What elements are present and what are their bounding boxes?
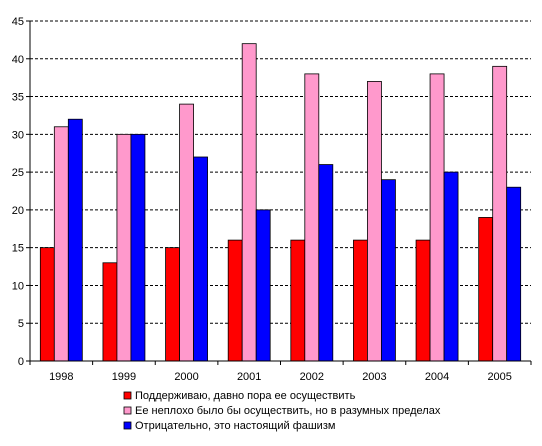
y-tick-label: 0 (18, 356, 24, 368)
legend-swatch (123, 421, 132, 430)
bar (241, 43, 257, 362)
legend-entry: Отрицательно, это настоящий фашизм (135, 420, 335, 432)
y-tick-label: 10 (12, 280, 24, 292)
legend-entry: Ее неплохо было бы осуществить, но в раз… (135, 405, 441, 417)
bar (53, 126, 69, 362)
x-tick-label: 2002 (300, 371, 324, 383)
x-tick-label: 2005 (487, 371, 511, 383)
bar (415, 239, 431, 362)
bar (429, 73, 445, 362)
bar (255, 209, 271, 362)
bar (478, 217, 494, 362)
x-tick-label: 1999 (112, 371, 136, 383)
y-tick-label: 30 (12, 129, 24, 141)
y-tick-label: 45 (12, 16, 24, 28)
bar (116, 133, 132, 362)
x-tick-label: 2004 (425, 371, 449, 383)
legend-swatch (123, 391, 132, 400)
y-tick-label: 35 (12, 92, 24, 104)
x-tick-labels: 1998 1999 2000 2001 2002 2003 2004 2005 (49, 371, 512, 383)
x-tick-label: 2001 (237, 371, 261, 383)
legend: Поддерживаю, давно пора ее осуществить Ее… (123, 390, 441, 432)
y-tick-label: 25 (12, 167, 24, 179)
bars (39, 43, 522, 362)
bar (179, 103, 194, 362)
bar (130, 133, 146, 362)
y-tick-label: 20 (12, 205, 24, 217)
bar (492, 65, 508, 362)
bar (165, 247, 180, 362)
y-tick-label: 15 (12, 243, 24, 255)
bar (304, 73, 320, 362)
y-tick-label: 5 (18, 318, 24, 330)
x-tick-label: 2000 (174, 371, 198, 383)
bar (353, 239, 368, 362)
bar (443, 171, 459, 362)
bar (290, 239, 306, 362)
axes (26, 20, 532, 365)
bar (67, 118, 83, 362)
y-tick-label: 40 (12, 54, 24, 66)
bar (367, 81, 382, 362)
x-tick-label: 1998 (49, 371, 73, 383)
bar (381, 179, 396, 362)
bar (227, 239, 243, 362)
bar (39, 247, 55, 362)
legend-entry: Поддерживаю, давно пора ее осуществить (135, 390, 356, 402)
bar (193, 156, 208, 362)
legend-swatch (123, 406, 132, 415)
x-tick-label: 2003 (362, 371, 386, 383)
bar (506, 186, 522, 362)
bar (102, 262, 118, 362)
bar (318, 164, 334, 362)
y-tick-labels: 0 5 10 15 20 25 30 35 40 45 (12, 16, 24, 368)
